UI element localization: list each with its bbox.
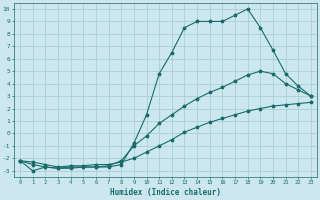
X-axis label: Humidex (Indice chaleur): Humidex (Indice chaleur) — [110, 188, 221, 197]
